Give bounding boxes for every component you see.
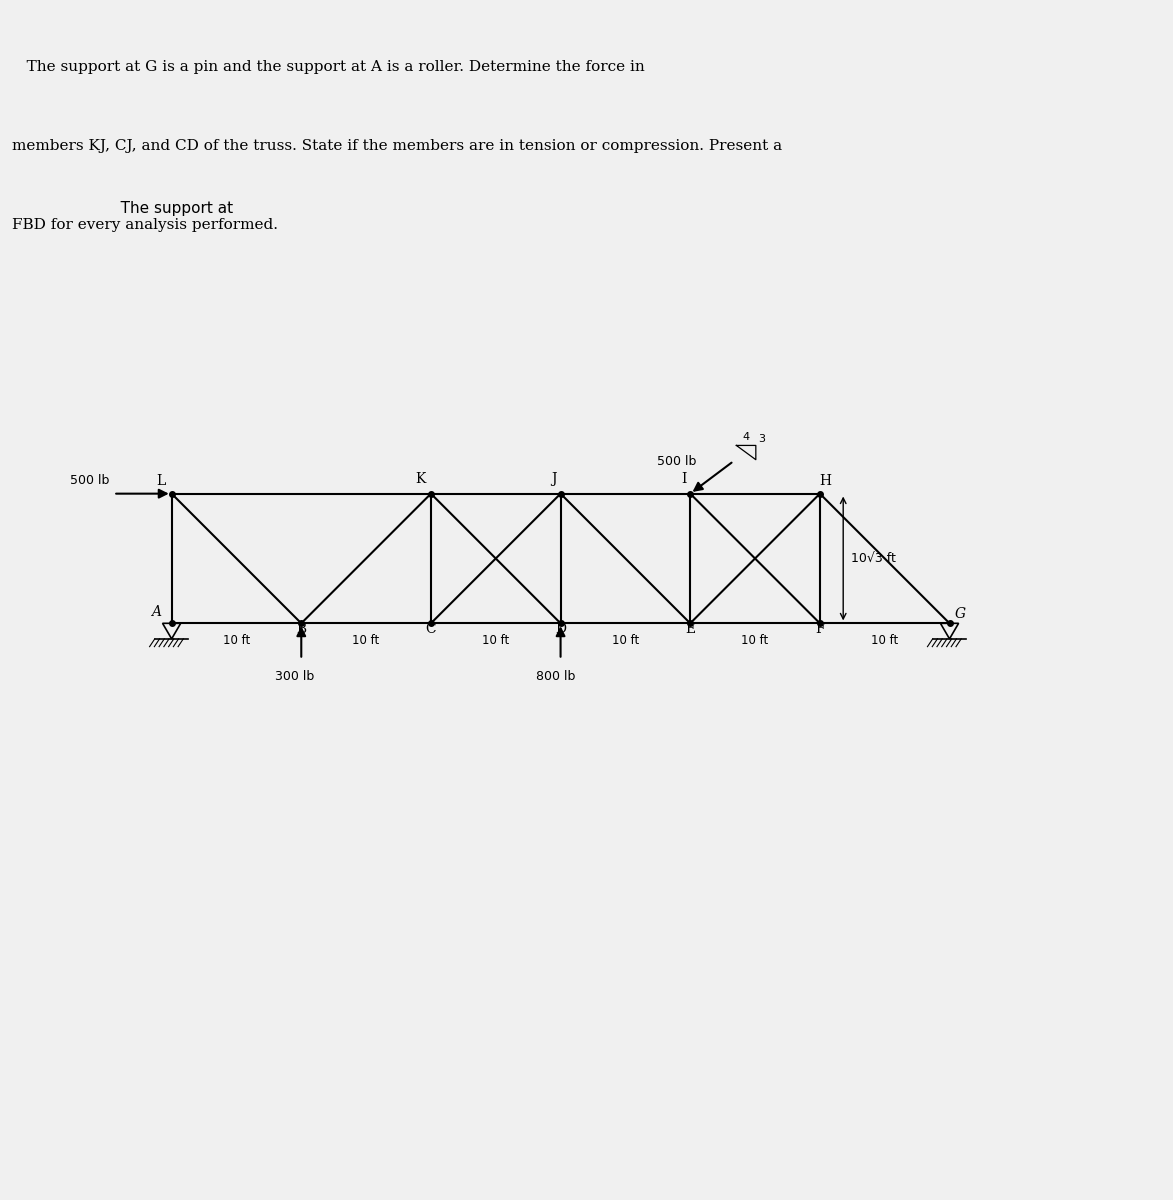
- Text: 4: 4: [743, 432, 750, 442]
- Text: A: A: [151, 606, 161, 619]
- Text: The support at G is a pin and the support at A is a roller. Determine the force : The support at G is a pin and the suppor…: [12, 60, 644, 74]
- Text: 800 lb: 800 lb: [536, 670, 575, 683]
- Text: 10 ft: 10 ft: [352, 634, 380, 647]
- Text: 500 lb: 500 lb: [70, 474, 109, 487]
- Text: 10√3 ft: 10√3 ft: [850, 552, 896, 565]
- Text: 10 ft: 10 ft: [612, 634, 639, 647]
- Text: FBD for every analysis performed.: FBD for every analysis performed.: [12, 218, 278, 233]
- Text: B: B: [297, 623, 306, 636]
- Text: C: C: [426, 623, 436, 636]
- Text: 10 ft: 10 ft: [741, 634, 768, 647]
- Text: 10 ft: 10 ft: [482, 634, 509, 647]
- Text: 10 ft: 10 ft: [872, 634, 899, 647]
- Text: 10 ft: 10 ft: [223, 634, 250, 647]
- Text: L: L: [157, 474, 165, 488]
- Text: H: H: [819, 474, 830, 488]
- Text: E: E: [685, 623, 696, 636]
- Text: members KJ, CJ, and CD of the truss. State if the members are in tension or comp: members KJ, CJ, and CD of the truss. Sta…: [12, 139, 782, 154]
- Text: D: D: [555, 623, 567, 636]
- Text: I: I: [682, 472, 686, 486]
- Text: K: K: [415, 472, 426, 486]
- Text: 300 lb: 300 lb: [276, 670, 314, 683]
- Text: F: F: [815, 623, 825, 636]
- Text: 500 lb: 500 lb: [657, 455, 697, 468]
- Text: The support at: The support at: [106, 202, 238, 216]
- Text: J: J: [551, 472, 557, 486]
- Text: 3: 3: [759, 434, 766, 444]
- Text: G: G: [955, 607, 965, 620]
